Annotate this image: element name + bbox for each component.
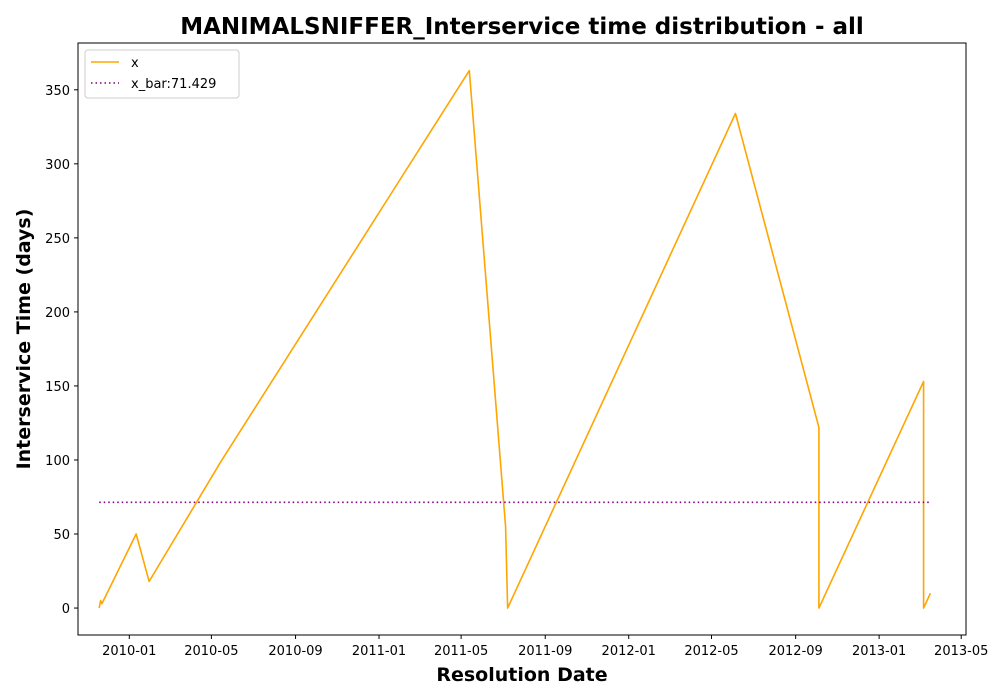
x-tick-label: 2012-01 [602, 644, 656, 659]
legend-box [84, 49, 240, 99]
x-tick-label: 2012-05 [684, 644, 738, 659]
y-tick-label: 50 [53, 528, 70, 543]
x-tick-label: 2011-01 [352, 644, 406, 659]
series-line-x [98, 69, 932, 609]
y-axis-label: Interservice Time (days) [13, 209, 35, 470]
legend-label-x: x [131, 56, 139, 71]
x-axis: 2010-01 2010-05 2010-09 2011-01 2011-05 2011-… [102, 635, 988, 659]
x-tick-label: 2010-05 [184, 644, 238, 659]
y-tick-label: 300 [45, 158, 70, 173]
y-axis: 0 50 100 150 200 250 300 350 [45, 84, 78, 617]
y-tick-label: 250 [45, 232, 70, 247]
x-tick-label: 2012-09 [768, 644, 822, 659]
y-tick-label: 350 [45, 84, 70, 99]
legend-label-x-bar-71-429: x_bar:71.429 [131, 77, 216, 92]
plot-area [98, 69, 932, 609]
chart-title: MANIMALSNIFFER_Interservice time distrib… [180, 14, 864, 40]
y-tick-label: 200 [45, 306, 70, 321]
x-tick-label: 2010-01 [102, 644, 156, 659]
x-tick-label: 2013-01 [852, 644, 906, 659]
y-tick-label: 100 [45, 454, 70, 469]
x-tick-label: 2011-09 [518, 644, 572, 659]
y-tick-label: 150 [45, 380, 70, 395]
x-tick-label: 2010-09 [268, 644, 322, 659]
plot-frame [77, 42, 967, 636]
x-tick-label: 2011-05 [434, 644, 488, 659]
x-tick-label: 2013-05 [934, 644, 988, 659]
x-axis-label: Resolution Date [436, 664, 607, 686]
legend: x x_bar:71.429 [84, 49, 240, 99]
y-tick-label: 0 [62, 602, 70, 617]
